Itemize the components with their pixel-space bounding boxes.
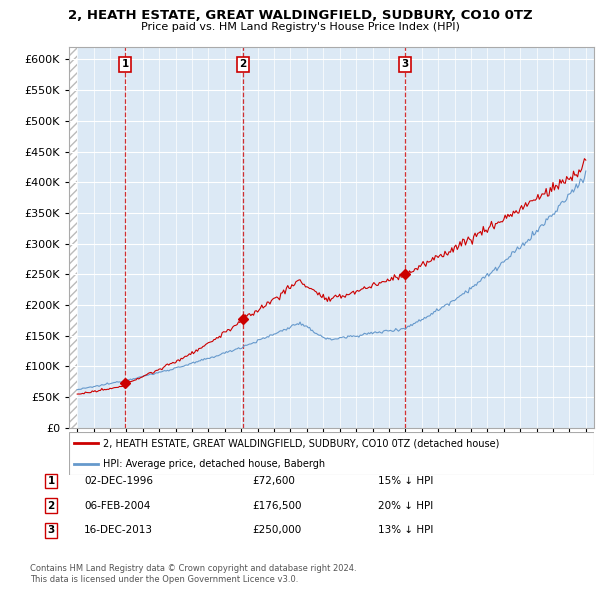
Text: 15% ↓ HPI: 15% ↓ HPI [378,476,433,486]
FancyBboxPatch shape [69,432,594,475]
Text: Price paid vs. HM Land Registry's House Price Index (HPI): Price paid vs. HM Land Registry's House … [140,22,460,32]
Text: 13% ↓ HPI: 13% ↓ HPI [378,526,433,535]
Text: 2: 2 [239,60,247,69]
Text: 2, HEATH ESTATE, GREAT WALDINGFIELD, SUDBURY, CO10 0TZ (detached house): 2, HEATH ESTATE, GREAT WALDINGFIELD, SUD… [103,438,499,448]
Text: 3: 3 [47,526,55,535]
Text: 20% ↓ HPI: 20% ↓ HPI [378,501,433,510]
Text: 2, HEATH ESTATE, GREAT WALDINGFIELD, SUDBURY, CO10 0TZ: 2, HEATH ESTATE, GREAT WALDINGFIELD, SUD… [68,9,532,22]
Text: £72,600: £72,600 [252,476,295,486]
Text: Contains HM Land Registry data © Crown copyright and database right 2024.: Contains HM Land Registry data © Crown c… [30,565,356,573]
Text: 06-FEB-2004: 06-FEB-2004 [84,501,151,510]
Text: £176,500: £176,500 [252,501,302,510]
Text: 3: 3 [401,60,408,69]
Text: 16-DEC-2013: 16-DEC-2013 [84,526,153,535]
Text: 02-DEC-1996: 02-DEC-1996 [84,476,153,486]
Text: HPI: Average price, detached house, Babergh: HPI: Average price, detached house, Babe… [103,460,325,469]
Text: 2: 2 [47,501,55,510]
Text: 1: 1 [47,476,55,486]
Text: £250,000: £250,000 [252,526,301,535]
Text: 1: 1 [121,60,129,69]
Bar [69,47,77,428]
Text: This data is licensed under the Open Government Licence v3.0.: This data is licensed under the Open Gov… [30,575,298,584]
